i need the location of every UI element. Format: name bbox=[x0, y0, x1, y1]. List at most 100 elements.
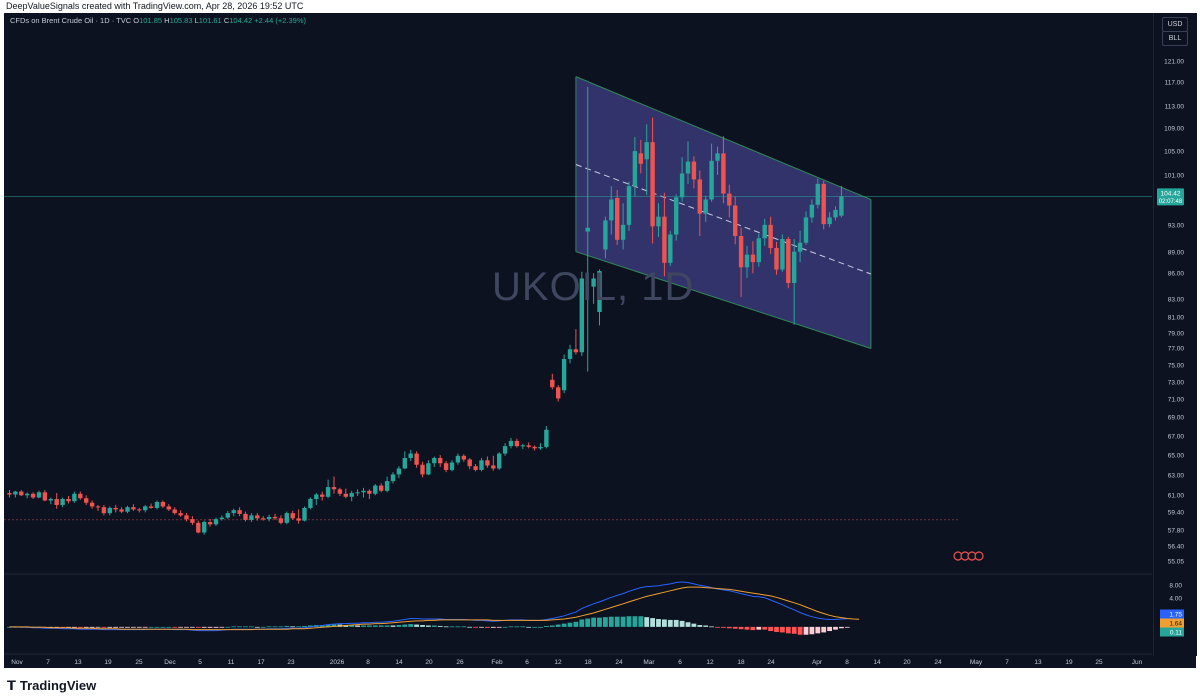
candle-body bbox=[137, 509, 142, 511]
candle-body bbox=[461, 455, 466, 460]
macd-histogram-bar bbox=[290, 626, 296, 628]
unit-button[interactable]: BLL bbox=[1162, 31, 1188, 46]
time-tick-label: 25 bbox=[135, 659, 143, 666]
candle-body bbox=[343, 493, 348, 497]
macd-histogram-bar bbox=[821, 626, 827, 633]
macd-histogram-bar bbox=[225, 626, 231, 628]
time-tick-label: 24 bbox=[767, 659, 775, 666]
candle-body bbox=[538, 446, 543, 449]
macd-histogram-bar bbox=[349, 625, 355, 627]
candle-body bbox=[202, 522, 207, 533]
candle-body bbox=[420, 464, 425, 475]
candle-body bbox=[284, 513, 289, 523]
candle-body bbox=[449, 462, 455, 470]
channel-fill[interactable] bbox=[575, 76, 871, 349]
macd-histogram-bar bbox=[538, 626, 543, 628]
channel-midline[interactable] bbox=[575, 164, 872, 275]
macd-histogram-bar bbox=[679, 620, 685, 627]
macd-histogram-bar bbox=[632, 616, 638, 627]
macd-histogram-bar bbox=[101, 626, 107, 628]
candle-body bbox=[485, 460, 490, 466]
candle-body bbox=[715, 153, 720, 161]
macd-histogram-bar bbox=[555, 624, 561, 627]
macd-histogram-bar bbox=[284, 625, 290, 627]
candle-body bbox=[792, 251, 797, 283]
price-tick-label: 71.00 bbox=[1168, 397, 1185, 404]
candle-body bbox=[609, 199, 614, 221]
macd-histogram-bar bbox=[190, 626, 195, 628]
macd-histogram-bar bbox=[219, 626, 225, 628]
candle-body bbox=[172, 509, 177, 514]
macd-histogram-bar bbox=[408, 624, 414, 627]
candle-body bbox=[626, 186, 632, 225]
symbol-watermark: UKOIL, 1D bbox=[492, 265, 695, 309]
candle-body bbox=[231, 510, 236, 514]
candle-body bbox=[84, 498, 89, 503]
candle-body bbox=[532, 446, 537, 449]
candle-body bbox=[573, 349, 579, 353]
candle-body bbox=[78, 493, 83, 499]
candle-body bbox=[373, 485, 378, 494]
candle-body bbox=[514, 440, 520, 447]
candle-body bbox=[691, 161, 697, 180]
time-tick-label: 2026 bbox=[330, 659, 345, 666]
event-icon[interactable] bbox=[974, 551, 984, 561]
candle-body bbox=[797, 242, 803, 252]
candle-body bbox=[25, 493, 30, 496]
candle-body bbox=[131, 507, 136, 510]
candle-body bbox=[89, 502, 95, 507]
candle-body bbox=[396, 468, 402, 475]
candle-body bbox=[561, 358, 567, 391]
macd-histogram-bar bbox=[809, 626, 815, 635]
candle-body bbox=[72, 493, 77, 502]
candle-body bbox=[296, 518, 301, 521]
price-axis[interactable] bbox=[1153, 13, 1197, 656]
time-tick-label: 7 bbox=[1005, 659, 1009, 666]
price-tick-label: 73.00 bbox=[1168, 380, 1185, 387]
candle-body bbox=[803, 217, 809, 243]
macd-histogram-bar bbox=[780, 626, 785, 633]
candle-body bbox=[308, 498, 313, 508]
channel-lower-line[interactable] bbox=[575, 251, 872, 349]
candle-body bbox=[402, 458, 407, 469]
candle-body bbox=[585, 227, 590, 232]
macd-histogram-bar bbox=[656, 619, 661, 627]
candle-body bbox=[302, 507, 307, 521]
macd-histogram-bar bbox=[490, 626, 496, 628]
event-markers[interactable] bbox=[953, 551, 984, 561]
price-tick-label: 81.00 bbox=[1168, 315, 1185, 322]
candle-body bbox=[638, 153, 643, 164]
candle-body bbox=[107, 507, 112, 514]
macd-histogram-bar bbox=[738, 626, 744, 630]
candle-body bbox=[632, 151, 638, 187]
time-tick-label: Jun bbox=[1132, 659, 1143, 666]
price-tick-label: 93.00 bbox=[1168, 223, 1185, 230]
time-tick-label: 26 bbox=[456, 659, 464, 666]
price-tick-label: 86.00 bbox=[1168, 271, 1185, 278]
candle-body bbox=[473, 466, 478, 470]
price-tick-label: 65.00 bbox=[1168, 453, 1185, 460]
macd-histogram-bar bbox=[691, 623, 697, 627]
candle-body bbox=[255, 515, 260, 519]
macd-histogram-bar bbox=[166, 626, 172, 628]
candle-body bbox=[384, 481, 390, 491]
candle-body bbox=[207, 522, 213, 525]
candle-body bbox=[679, 173, 685, 198]
macd-pane: 8.00 4.00 1.75 1.64 0.11 bbox=[4, 573, 1184, 637]
macd-histogram-bar bbox=[844, 626, 850, 628]
macd-histogram-bar bbox=[514, 626, 520, 628]
candle-body bbox=[455, 455, 461, 463]
macd-histogram-bar bbox=[721, 626, 726, 628]
macd-histogram-bar bbox=[426, 625, 431, 627]
macd-histogram-bar bbox=[107, 626, 113, 628]
candle-body bbox=[101, 507, 107, 514]
macd-histogram-bar bbox=[673, 619, 679, 627]
macd-histogram-bar bbox=[278, 626, 284, 628]
macd-histogram-bar bbox=[667, 619, 673, 627]
candle-body bbox=[213, 519, 219, 525]
candle-body bbox=[355, 492, 360, 494]
macd-tick-label: 1.64 bbox=[1169, 621, 1182, 628]
macd-histogram-bar bbox=[508, 626, 514, 628]
legend-close-label: C bbox=[223, 16, 230, 25]
